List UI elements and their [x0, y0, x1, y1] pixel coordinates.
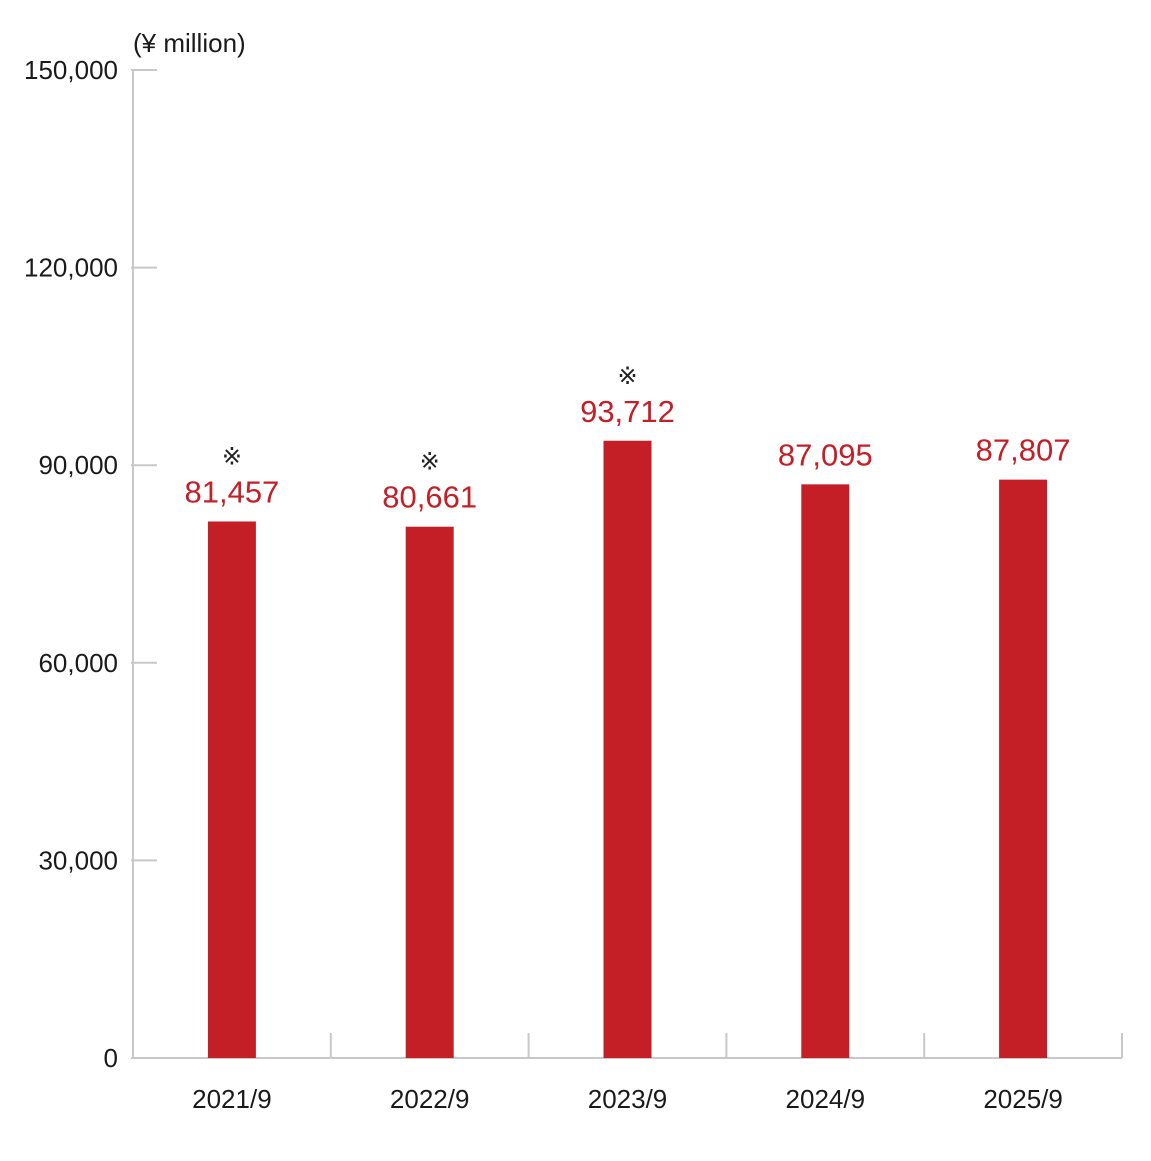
bar	[207, 521, 256, 1058]
bars	[207, 440, 1048, 1059]
note-mark: ※	[617, 362, 637, 390]
x-tick-label: 2024/9	[786, 1084, 866, 1114]
bar	[603, 440, 652, 1058]
data-label: 87,095	[778, 437, 873, 472]
y-tick-label: 30,000	[38, 845, 118, 875]
x-tick-label: 2022/9	[390, 1084, 470, 1114]
data-label: 80,661	[382, 480, 477, 515]
note-mark: ※	[420, 448, 440, 476]
x-tick-label: 2025/9	[983, 1084, 1063, 1114]
y-tick-label: 150,000	[24, 55, 118, 85]
note-mark: ※	[222, 442, 242, 470]
y-tick-label: 90,000	[38, 450, 118, 480]
value-labels: 81,457 ※ 80,661 ※ 93,712 ※ 87,095 87,807	[184, 362, 1070, 515]
bar	[999, 479, 1048, 1059]
y-tick-label: 120,000	[24, 253, 118, 283]
y-axis: 0 30,000 60,000 90,000 120,000 150,000	[24, 55, 157, 1073]
x-tick-label: 2021/9	[192, 1084, 272, 1114]
y-tick-label: 60,000	[38, 648, 118, 678]
data-label: 93,712	[580, 394, 675, 429]
y-tick-label: 0	[104, 1043, 118, 1073]
data-label: 87,807	[976, 433, 1071, 468]
bar	[405, 526, 454, 1058]
bar	[801, 484, 850, 1059]
data-label: 81,457	[184, 474, 279, 509]
y-axis-unit-label: (¥ million)	[133, 28, 246, 58]
x-tick-label: 2023/9	[588, 1084, 668, 1114]
